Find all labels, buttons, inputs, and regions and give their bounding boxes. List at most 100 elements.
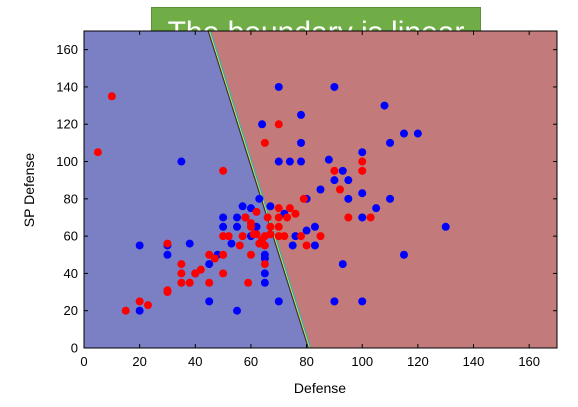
data-point-0-32: [285, 157, 294, 166]
data-point-0-57: [386, 138, 395, 147]
data-point-1-50: [297, 232, 306, 241]
data-point-0-12: [227, 239, 236, 248]
data-point-1-44: [274, 222, 283, 231]
data-point-0-15: [233, 222, 242, 231]
data-point-1-2: [121, 306, 130, 315]
data-point-0-50: [344, 176, 353, 185]
data-point-1-21: [224, 232, 233, 241]
data-point-1-49: [291, 209, 300, 218]
data-point-0-42: [316, 185, 325, 194]
data-point-1-34: [260, 138, 269, 147]
data-point-0-54: [358, 297, 367, 306]
data-point-0-36: [297, 138, 306, 147]
data-point-0-35: [297, 110, 306, 119]
data-point-1-47: [283, 213, 292, 222]
data-point-1-46: [280, 232, 289, 241]
data-point-1-57: [358, 157, 367, 166]
data-point-0-26: [260, 254, 269, 263]
data-point-1-31: [252, 207, 261, 216]
data-point-1-8: [177, 260, 186, 269]
data-point-1-22: [235, 241, 244, 250]
data-point-0-47: [338, 166, 347, 175]
data-point-1-23: [238, 232, 247, 241]
data-point-1-10: [177, 278, 186, 287]
data-point-1-20: [219, 269, 228, 278]
data-point-1-54: [330, 166, 339, 175]
data-point-1-4: [143, 301, 152, 310]
data-point-1-45: [274, 232, 283, 241]
data-point-1-40: [266, 230, 275, 239]
data-point-0-13: [233, 213, 242, 222]
data-point-1-5: [163, 239, 172, 248]
x-tick-label: 120: [407, 354, 429, 369]
x-tick-label: 80: [299, 354, 313, 369]
data-point-1-18: [219, 232, 228, 241]
data-point-0-28: [274, 82, 283, 91]
data-point-0-33: [288, 241, 297, 250]
x-tick-label: 0: [80, 354, 87, 369]
data-point-1-51: [299, 194, 308, 203]
x-tick-label: 140: [463, 354, 485, 369]
data-point-0-8: [205, 297, 214, 306]
data-point-0-40: [310, 241, 319, 250]
data-point-1-39: [266, 222, 275, 231]
decision-boundary-line-0: [208, 30, 310, 349]
data-point-1-13: [196, 265, 205, 274]
data-point-1-3: [135, 297, 144, 306]
data-point-0-61: [413, 129, 422, 138]
data-point-1-56: [344, 213, 353, 222]
x-axis-label: Defense: [294, 380, 346, 396]
data-point-0-51: [358, 148, 367, 157]
data-point-1-27: [246, 250, 255, 259]
data-point-1-52: [302, 241, 311, 250]
data-point-1-0: [93, 148, 102, 157]
data-point-1-14: [205, 278, 214, 287]
data-point-1-59: [366, 213, 375, 222]
data-point-0-2: [163, 250, 172, 259]
data-point-0-21: [255, 194, 264, 203]
data-point-1-28: [246, 219, 255, 228]
y-tick-label: 100: [56, 154, 78, 169]
decision-boundary-line-2: [207, 30, 309, 349]
data-point-0-49: [344, 194, 353, 203]
data-point-1-11: [185, 278, 194, 287]
data-point-0-22: [258, 120, 267, 129]
data-point-0-10: [219, 222, 228, 231]
data-point-1-43: [274, 213, 283, 222]
data-point-1-7: [163, 286, 172, 295]
data-point-0-24: [260, 269, 269, 278]
data-point-1-38: [263, 213, 272, 222]
data-point-0-30: [274, 297, 283, 306]
right-region: [209, 31, 558, 348]
data-point-0-0: [135, 306, 144, 315]
data-point-1-41: [274, 120, 283, 129]
data-point-1-58: [358, 166, 367, 175]
data-point-0-11: [219, 213, 228, 222]
data-point-0-34: [291, 232, 300, 241]
data-point-0-53: [358, 189, 367, 198]
data-point-0-44: [330, 297, 339, 306]
data-point-0-60: [399, 250, 408, 259]
data-point-1-36: [260, 241, 269, 250]
data-point-0-14: [233, 306, 242, 315]
data-point-1-42: [274, 204, 283, 213]
y-tick-label: 40: [64, 266, 78, 281]
data-point-0-16: [238, 202, 247, 211]
data-point-0-48: [338, 260, 347, 269]
data-point-1-53: [316, 232, 325, 241]
data-point-1-17: [219, 166, 228, 175]
y-tick-label: 80: [64, 191, 78, 206]
data-point-1-25: [244, 278, 253, 287]
data-points: [93, 82, 450, 315]
data-point-1-16: [210, 254, 219, 263]
y-tick-label: 0: [71, 341, 78, 356]
x-tick-label: 160: [518, 354, 540, 369]
data-point-0-52: [358, 213, 367, 222]
y-axis-label: SP Defense: [21, 153, 37, 228]
y-tick-label: 60: [64, 229, 78, 244]
x-tick-label: 60: [244, 354, 258, 369]
x-tick-label: 20: [132, 354, 146, 369]
data-point-0-56: [380, 101, 389, 110]
data-point-0-7: [205, 260, 214, 269]
